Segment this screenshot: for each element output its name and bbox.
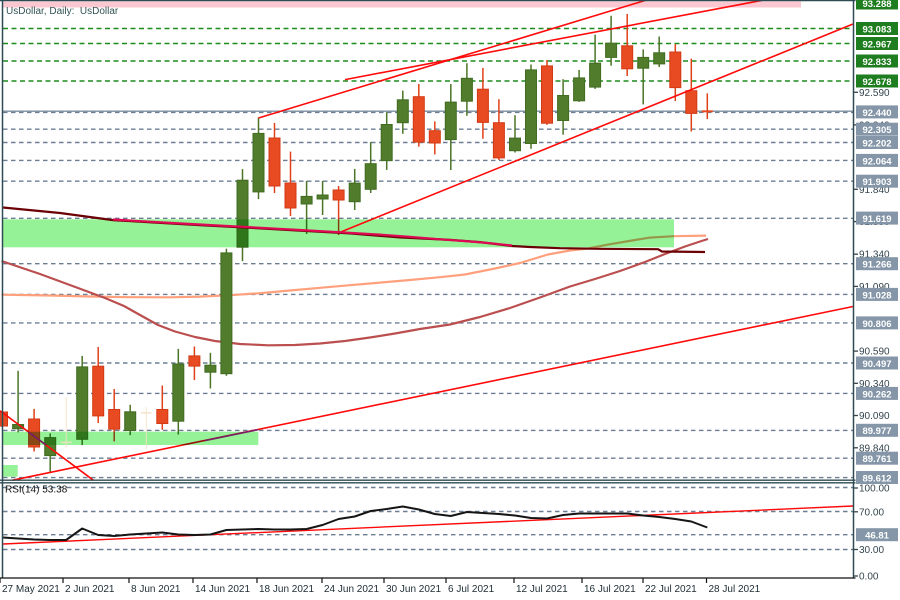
svg-text:30.00: 30.00 [859, 545, 884, 556]
svg-text:91.266: 91.266 [862, 260, 891, 271]
svg-text:91.340: 91.340 [859, 250, 890, 261]
svg-text:93.288: 93.288 [862, 0, 891, 10]
svg-text:90.590: 90.590 [859, 347, 890, 358]
svg-text:92.305: 92.305 [862, 125, 892, 136]
svg-text:24 Jun 2021: 24 Jun 2021 [324, 584, 379, 595]
svg-text:28 Jul 2021: 28 Jul 2021 [709, 584, 761, 595]
svg-text:2 Jun 2021: 2 Jun 2021 [65, 584, 115, 595]
svg-text:0.00: 0.00 [859, 572, 879, 583]
svg-text:90.090: 90.090 [859, 411, 890, 422]
svg-text:90.340: 90.340 [859, 379, 890, 390]
svg-text:91.840: 91.840 [859, 185, 890, 196]
svg-text:89.761: 89.761 [862, 454, 892, 465]
svg-text:70.00: 70.00 [859, 507, 884, 518]
svg-text:91.903: 91.903 [862, 177, 891, 188]
svg-text:RSI(14) 53.38: RSI(14) 53.38 [5, 485, 68, 496]
svg-text:16 Jul 2021: 16 Jul 2021 [584, 584, 636, 595]
svg-text:92.678: 92.678 [862, 77, 891, 88]
svg-text:93.083: 93.083 [862, 24, 891, 35]
svg-text:UsDollar, Daily: UsDollar: UsDollar, Daily: UsDollar [6, 6, 119, 17]
svg-text:89.612: 89.612 [862, 473, 891, 484]
svg-text:46.81: 46.81 [865, 531, 889, 542]
svg-text:92.833: 92.833 [862, 57, 891, 68]
svg-text:92.590: 92.590 [859, 88, 890, 99]
svg-text:91.619: 91.619 [862, 214, 891, 225]
svg-text:92.202: 92.202 [862, 138, 891, 149]
svg-text:89.840: 89.840 [859, 443, 890, 454]
svg-text:92.967: 92.967 [862, 39, 891, 50]
svg-text:92.064: 92.064 [862, 156, 892, 167]
svg-text:90.806: 90.806 [862, 319, 891, 330]
svg-text:90.497: 90.497 [862, 359, 891, 370]
svg-text:30 Jun 2021: 30 Jun 2021 [386, 584, 441, 595]
svg-text:22 Jul 2021: 22 Jul 2021 [645, 584, 697, 595]
svg-text:100.00: 100.00 [859, 484, 890, 495]
svg-text:12 Jul 2021: 12 Jul 2021 [516, 584, 568, 595]
svg-text:27 May 2021: 27 May 2021 [2, 584, 60, 595]
svg-text:91.090: 91.090 [859, 282, 890, 293]
svg-text:92.440: 92.440 [862, 108, 891, 119]
svg-text:91.028: 91.028 [862, 290, 891, 301]
svg-text:14 Jun 2021: 14 Jun 2021 [195, 584, 250, 595]
svg-text:18 Jun 2021: 18 Jun 2021 [259, 584, 314, 595]
svg-text:90.262: 90.262 [862, 389, 891, 400]
svg-text:8 Jun 2021: 8 Jun 2021 [131, 584, 181, 595]
svg-text:89.977: 89.977 [862, 426, 891, 437]
svg-text:6 Jul 2021: 6 Jul 2021 [448, 584, 495, 595]
